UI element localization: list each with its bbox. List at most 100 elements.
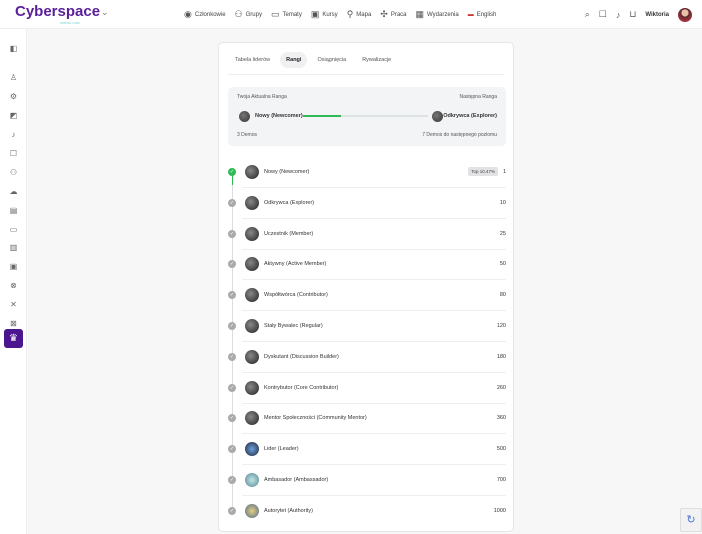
divider (242, 248, 506, 250)
rank-points: 80 (499, 292, 506, 299)
bell-icon[interactable]: ♪ (615, 9, 621, 20)
tab-1[interactable]: Rangi (280, 52, 308, 68)
ranks-crown-icon[interactable]: ♛ (4, 329, 23, 348)
rank-name: Lider (Leader) (264, 446, 299, 453)
rank-badge-icon (245, 288, 259, 303)
course-icon: ▣ (310, 9, 320, 19)
nav-item-0[interactable]: ◉ Członkowie (184, 9, 226, 20)
rank-top-percent-badge: Top 10.47% (468, 167, 498, 176)
check-icon: ✓ (228, 476, 236, 484)
rank-badge-icon (245, 319, 259, 333)
rank-points: 25 (499, 230, 506, 237)
check-icon: ✓ (228, 383, 236, 392)
check-icon: ✓ (228, 506, 236, 515)
rank-name: Kontrybutor (Core Contributor) (264, 384, 339, 391)
nav-item-5[interactable]: ✣ Praca (380, 9, 406, 20)
nav-item-1[interactable]: ⚇ Grupy (235, 9, 262, 20)
inbox-icon[interactable]: ☐ (9, 149, 18, 158)
flag-icon: ▬ (467, 11, 474, 18)
rank-badge-icon (245, 349, 259, 364)
connections-icon[interactable]: ✕ (10, 300, 17, 309)
cart-icon[interactable]: ⊔ (629, 9, 637, 19)
nav-label: Wydarzenia (427, 11, 459, 18)
logo[interactable]: Cyberspace (15, 3, 101, 20)
rank-name: Stały Bywalec (Regular) (264, 323, 323, 329)
rank-badge-icon (245, 257, 259, 272)
check-icon: ✓ (228, 352, 236, 361)
divider (228, 74, 504, 75)
settings-icon[interactable]: ⚙ (9, 92, 18, 101)
chevron-down-icon[interactable]: ⌄ (101, 7, 109, 17)
inbox-icon[interactable]: ☐ (598, 9, 607, 19)
calendar-icon: ▦ (415, 9, 425, 19)
rank-points: 1000 (493, 507, 506, 514)
rank-points: 700 (496, 477, 506, 483)
nav-item-3[interactable]: ▣ Kursy (311, 9, 338, 20)
check-icon: ✓ (228, 291, 236, 300)
check-icon: ✓ (228, 168, 236, 176)
rank-name: Autorytet (Authority) (264, 507, 313, 514)
rank-badge-icon (245, 411, 259, 426)
divider (242, 217, 506, 219)
next-rank-name: Odkrywca (Explorer) (443, 113, 497, 119)
rank-badge-icon (245, 226, 259, 241)
search-icon[interactable]: ⌕ (584, 9, 590, 19)
rank-points: 10 (499, 199, 506, 206)
nav-item-6[interactable]: ▦ Wydarzenia (416, 9, 459, 20)
profile-icon[interactable]: ♙ (9, 73, 18, 82)
map-pin-icon: ⚲ (346, 9, 354, 19)
sidebar-toggle-icon[interactable]: ◧ (9, 44, 18, 53)
next-rank-badge-icon (432, 111, 443, 122)
rank-badge-icon (245, 473, 259, 487)
rank-row: ✓ Nowy (Newcomer) Top 10.47% 1 (219, 160, 515, 191)
tabs: Tabela liderów Rangi Osiągnięcia Rywalizacj… (229, 52, 397, 68)
rank-points: 360 (496, 415, 506, 422)
divider (242, 402, 506, 404)
nav-label: Praca (390, 11, 407, 18)
members-icon[interactable]: ⚇ (9, 168, 18, 177)
media-icon[interactable]: ⊠ (10, 319, 17, 328)
divider (242, 433, 506, 435)
recaptcha-icon[interactable]: ↻ (680, 508, 702, 532)
rank-row: ✓ Ambasador (Ambassador) 700 (219, 468, 515, 499)
photos-icon[interactable]: ▤ (9, 206, 18, 215)
forums-icon[interactable]: ▭ (9, 225, 18, 234)
rank-name: Uczestnik (Member) (264, 230, 314, 237)
nav-item-4[interactable]: ⚲ Mapa (347, 9, 372, 20)
nav-item-2[interactable]: ▭ Tematy (271, 9, 302, 20)
user-name[interactable]: Wiktoria (645, 11, 669, 18)
rank-row: ✓ Aktywny (Active Member) 50 (219, 252, 515, 283)
divider (242, 279, 506, 281)
rank-row: ✓ Stały Bywalec (Regular) 120 (219, 314, 515, 345)
divider (242, 464, 506, 466)
header-actions: ⌕ ☐ ♪ ⊔ Wiktoria (585, 0, 692, 29)
nav-label: Mapa (356, 11, 372, 18)
tab-2[interactable]: Osiągnięcia (317, 57, 347, 63)
current-rank-name: Nowy (Newcomer) (255, 113, 303, 119)
check-icon: ✓ (228, 198, 236, 207)
nav-item-7[interactable]: ▬ English (468, 12, 497, 18)
current-rank-panel: Twoja Aktualna Ranga Następna Ranga Nowy… (228, 87, 506, 146)
rank-badge-icon (245, 503, 259, 518)
help-icon[interactable]: ⊗ (10, 281, 17, 290)
rank-name: Współtwórca (Contributor) (264, 292, 328, 299)
briefcase-icon: ✣ (380, 9, 388, 19)
rank-row: ✓ Uczestnik (Member) 25 (219, 222, 515, 253)
activity-icon[interactable]: ◩ (9, 111, 18, 120)
check-icon: ✓ (228, 414, 236, 423)
nav-label: English (476, 11, 497, 18)
tab-0[interactable]: Tabela liderów (235, 57, 271, 63)
rank-name: Mentor Społeczności (Community Mentor) (264, 415, 367, 422)
tab-3[interactable]: Rywalizacje (362, 57, 392, 63)
top-header: Cyberspace PORTAL.COM ⌄ ◉ Członkowie ⚇ Grup… (0, 0, 702, 29)
current-points: 3 Demos (237, 132, 258, 138)
groups-icon[interactable]: ☁ (9, 187, 18, 196)
documents-icon[interactable]: ▣ (9, 262, 18, 271)
rank-points: 260 (496, 384, 506, 391)
divider (242, 310, 506, 312)
courses-icon[interactable]: ▥ (9, 243, 18, 252)
notifications-icon[interactable]: ♪ (11, 130, 16, 139)
rank-name: Nowy (Newcomer) (264, 169, 310, 175)
avatar[interactable] (678, 7, 692, 22)
rank-name: Ambasador (Ambassador) (264, 477, 329, 483)
